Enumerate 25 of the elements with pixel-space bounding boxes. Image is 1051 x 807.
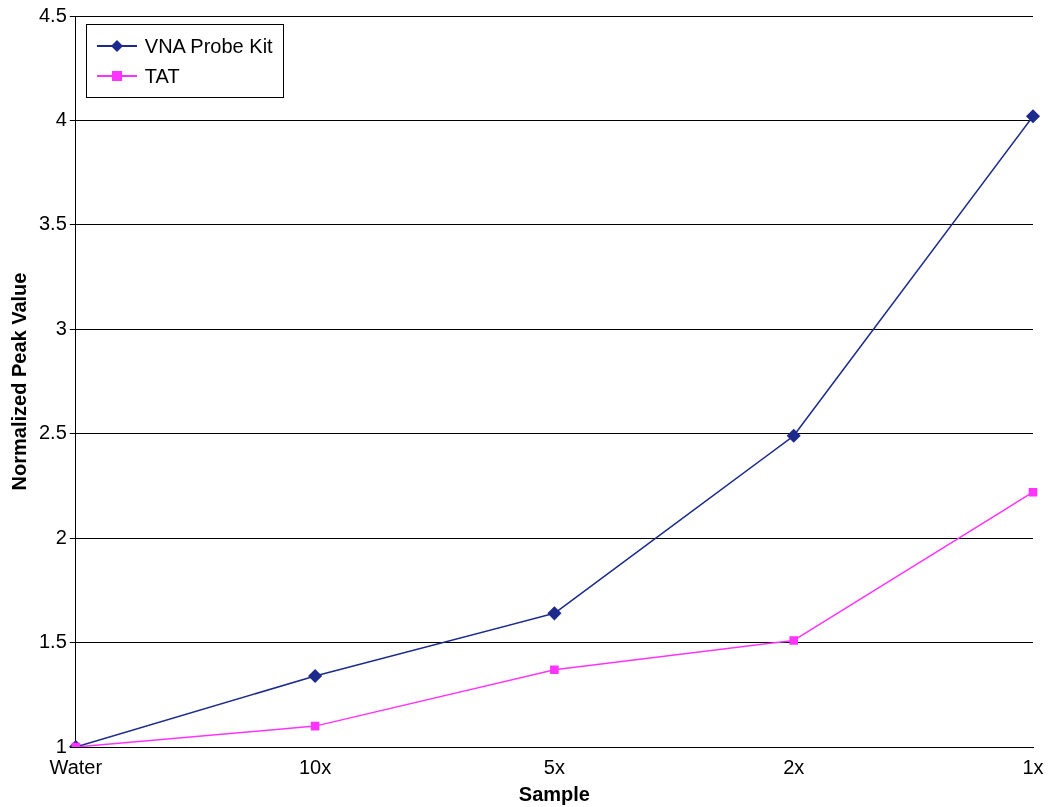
x-tick-label: 10x	[298, 755, 332, 778]
point	[789, 636, 798, 645]
legend-label: TAT	[144, 64, 180, 88]
x-tick-label: Water	[49, 755, 103, 778]
point	[547, 606, 562, 621]
y-tick-label: 3	[55, 316, 67, 339]
y-axis-title: Normalized Peak Value	[7, 272, 30, 491]
x-tick-label: 5x	[543, 755, 565, 778]
x-axis-title: Sample	[518, 782, 590, 805]
y-tick-label: 4	[55, 107, 67, 130]
point	[308, 669, 322, 683]
point	[786, 429, 801, 443]
point	[1028, 487, 1038, 497]
y-tick-label: 4.5	[38, 3, 67, 26]
y-tick-label: 3.5	[38, 212, 67, 235]
y-tick-label: 1.5	[38, 630, 67, 653]
y-tick-label: 1	[55, 734, 67, 757]
point	[550, 665, 559, 675]
legend-label: VNA Probe Kit	[144, 34, 273, 58]
x-tick-label: 2x	[783, 755, 805, 778]
point	[1026, 109, 1040, 123]
y-tick-label: 2.5	[38, 421, 67, 444]
y-tick-label: 2	[55, 525, 67, 548]
point	[310, 721, 320, 731]
x-tick-label: 1x	[1022, 755, 1044, 778]
